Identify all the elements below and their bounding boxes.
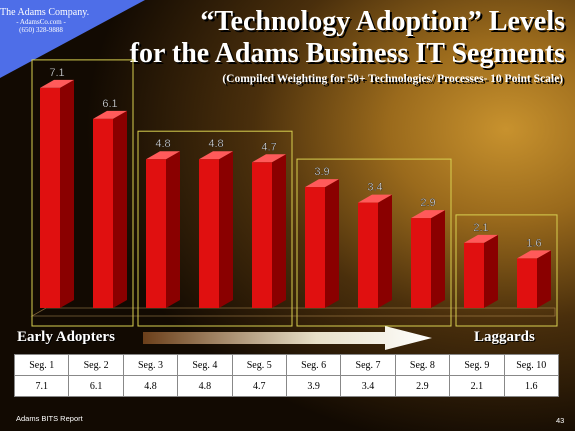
bar-side [166,151,180,308]
bar-value-label: 6.1 [102,98,117,110]
bar [411,218,431,308]
group-box [296,158,452,327]
bar [464,242,484,308]
early-adopters-label: Early Adopters [17,329,115,345]
table-header-cell: Seg. 7 [340,354,396,376]
chart-subtitle: (Compiled Weighting for 50+ Technologies… [222,73,563,85]
company-name: The Adams Company. [0,7,90,18]
bar-value-label: 4.8 [155,138,170,150]
bar-value-label: 3.4 [367,182,382,194]
progression-arrow [143,326,432,350]
bar-value-label: 4.7 [261,141,276,153]
bar [146,159,166,308]
table-value-cell: 3.9 [285,375,342,397]
table-value-cell: 7.1 [13,375,70,397]
chart-floor [30,307,556,317]
table-value-row: 7.1 6.1 4.8 4.8 4.7 3.9 3.4 2.9 2.1 1.6 [13,375,560,397]
table-header-cell: Seg. 3 [122,354,179,376]
footer-report-name: Adams BITS Report [16,414,83,423]
table-value-cell: 6.1 [68,375,124,397]
group-box [455,214,558,327]
table-value-cell: 3.4 [340,375,396,397]
logo-panel-shape [0,0,145,78]
bar [517,258,537,308]
bar [305,187,325,308]
bar-top [464,234,498,243]
table-header-cell: Seg. 6 [285,354,342,376]
bar [252,162,272,308]
table-header-row: Seg. 1 Seg. 2 Seg. 3 Seg. 4 Seg. 5 Seg. 6 Seg.… [13,354,560,376]
laggards-label: Laggards [474,329,535,345]
bar-top [358,194,392,203]
bar-top [40,79,74,88]
bar-top [146,151,180,160]
bar-side [113,110,127,309]
group-box [137,130,293,327]
bar-top [199,151,233,160]
segment-table: Seg. 1 Seg. 2 Seg. 3 Seg. 4 Seg. 5 Seg. 6 Seg.… [13,354,560,397]
group-box [31,59,134,327]
table-value-cell: 2.1 [449,375,505,397]
table-header-cell: Seg. 8 [394,354,451,376]
bar [358,202,378,308]
table-header-cell: Seg. 5 [231,354,287,376]
bar-side [431,210,445,308]
bar-side [272,154,286,308]
logo-panel: The Adams Company. - AdamsCo.com - (650)… [0,0,145,78]
table-header-cell: Seg. 2 [68,354,124,376]
bar-side [378,194,392,308]
table-value-cell: 4.7 [231,375,287,397]
table-value-cell: 2.9 [394,375,451,397]
table-header-cell: Seg. 10 [503,354,560,376]
bar-side [60,79,74,309]
table-value-cell: 1.6 [503,375,560,397]
bar-top [252,154,286,163]
bar-top [411,210,445,219]
company-url: - AdamsCo.com - [16,18,66,26]
bar-side [537,250,551,308]
table-header-cell: Seg. 4 [177,354,233,376]
bar [93,118,113,309]
table-value-cell: 4.8 [122,375,179,397]
bar-value-label: 1.6 [526,237,541,249]
bar-value-label: 7.1 [49,67,64,79]
page-number: 43 [556,416,565,425]
bar-side [219,151,233,308]
bar-side [484,234,498,308]
bar [40,87,60,309]
bar [199,159,219,308]
bar-top [93,110,127,119]
bar-top [517,250,551,259]
bar-value-label: 2.9 [420,197,435,209]
bar-value-label: 2.1 [473,222,488,234]
bar-value-label: 4.8 [208,138,223,150]
table-header-cell: Seg. 1 [13,354,70,376]
bar-value-label: 3.9 [314,166,329,178]
chart-title-line2: for the Adams Business IT Segments [129,38,565,69]
company-phone: (650) 328-9888 [19,26,63,34]
table-header-cell: Seg. 9 [449,354,505,376]
table-value-cell: 4.8 [177,375,233,397]
bar-top [305,179,339,188]
chart-title-line1: “Technology Adoption” Levels [200,6,565,37]
bar-side [325,179,339,308]
